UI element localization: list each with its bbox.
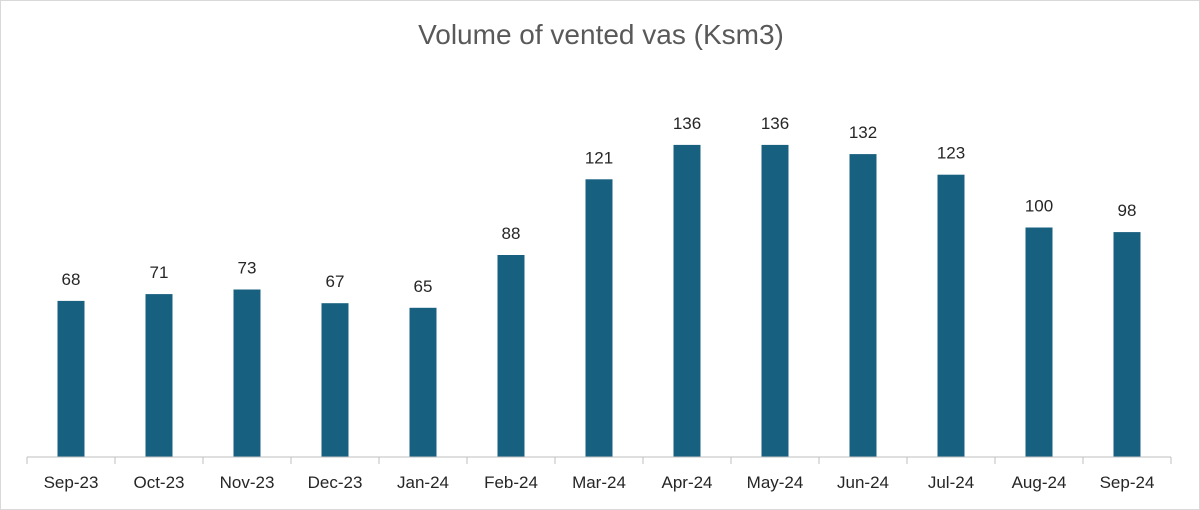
x-tick-label-sep-23: Sep-23 [44, 473, 99, 492]
x-tick-labels-layer: Sep-23 Oct-23 Nov-23 Dec-23 Jan-24 Feb-24 Mar-… [44, 473, 1155, 492]
bar-jan-24 [409, 307, 437, 457]
value-label-apr-24: 136 [673, 114, 701, 133]
value-label-sep-24: 98 [1118, 201, 1137, 220]
value-label-mar-24: 121 [585, 148, 613, 167]
bar-may-24 [761, 144, 789, 457]
x-ticks-layer [26, 457, 1172, 464]
bar-sep-24 [1113, 232, 1141, 457]
x-tick-label-may-24: May-24 [747, 473, 804, 492]
value-label-dec-23: 67 [326, 272, 345, 291]
value-label-sep-23: 68 [62, 270, 81, 289]
bar-oct-23 [145, 294, 173, 457]
value-label-jul-24: 123 [937, 144, 965, 163]
x-tick-label-jan-24: Jan-24 [397, 473, 449, 492]
x-tick-label-sep-24: Sep-24 [1100, 473, 1155, 492]
x-tick-label-nov-23: Nov-23 [220, 473, 275, 492]
bar-feb-24 [497, 255, 525, 457]
chart-title: Volume of vented vas (Ksm3) [418, 19, 784, 50]
value-label-feb-24: 88 [502, 224, 521, 243]
x-tick-label-jun-24: Jun-24 [837, 473, 889, 492]
x-tick-label-jul-24: Jul-24 [928, 473, 974, 492]
bar-sep-23 [57, 300, 85, 457]
x-tick-label-aug-24: Aug-24 [1012, 473, 1067, 492]
bar-jul-24 [937, 174, 965, 457]
bars-layer [57, 144, 1141, 458]
value-label-nov-23: 73 [238, 259, 257, 278]
value-label-aug-24: 100 [1025, 197, 1053, 216]
bar-nov-23 [233, 289, 261, 457]
x-tick-label-oct-23: Oct-23 [133, 473, 184, 492]
bar-aug-24 [1025, 227, 1053, 457]
x-tick-label-feb-24: Feb-24 [484, 473, 538, 492]
x-tick-label-dec-23: Dec-23 [308, 473, 363, 492]
x-tick-label-apr-24: Apr-24 [661, 473, 712, 492]
x-tick-label-mar-24: Mar-24 [572, 473, 626, 492]
value-label-may-24: 136 [761, 114, 789, 133]
value-label-oct-23: 71 [150, 263, 169, 282]
bar-dec-23 [321, 303, 349, 457]
bar-mar-24 [585, 179, 613, 458]
bar-jun-24 [849, 154, 877, 457]
bar-apr-24 [673, 144, 701, 457]
value-label-jun-24: 132 [849, 123, 877, 142]
value-labels-layer: 68 71 73 67 65 88 121 136 136 132 123 100 98 [62, 114, 1137, 296]
value-label-jan-24: 65 [414, 277, 433, 296]
